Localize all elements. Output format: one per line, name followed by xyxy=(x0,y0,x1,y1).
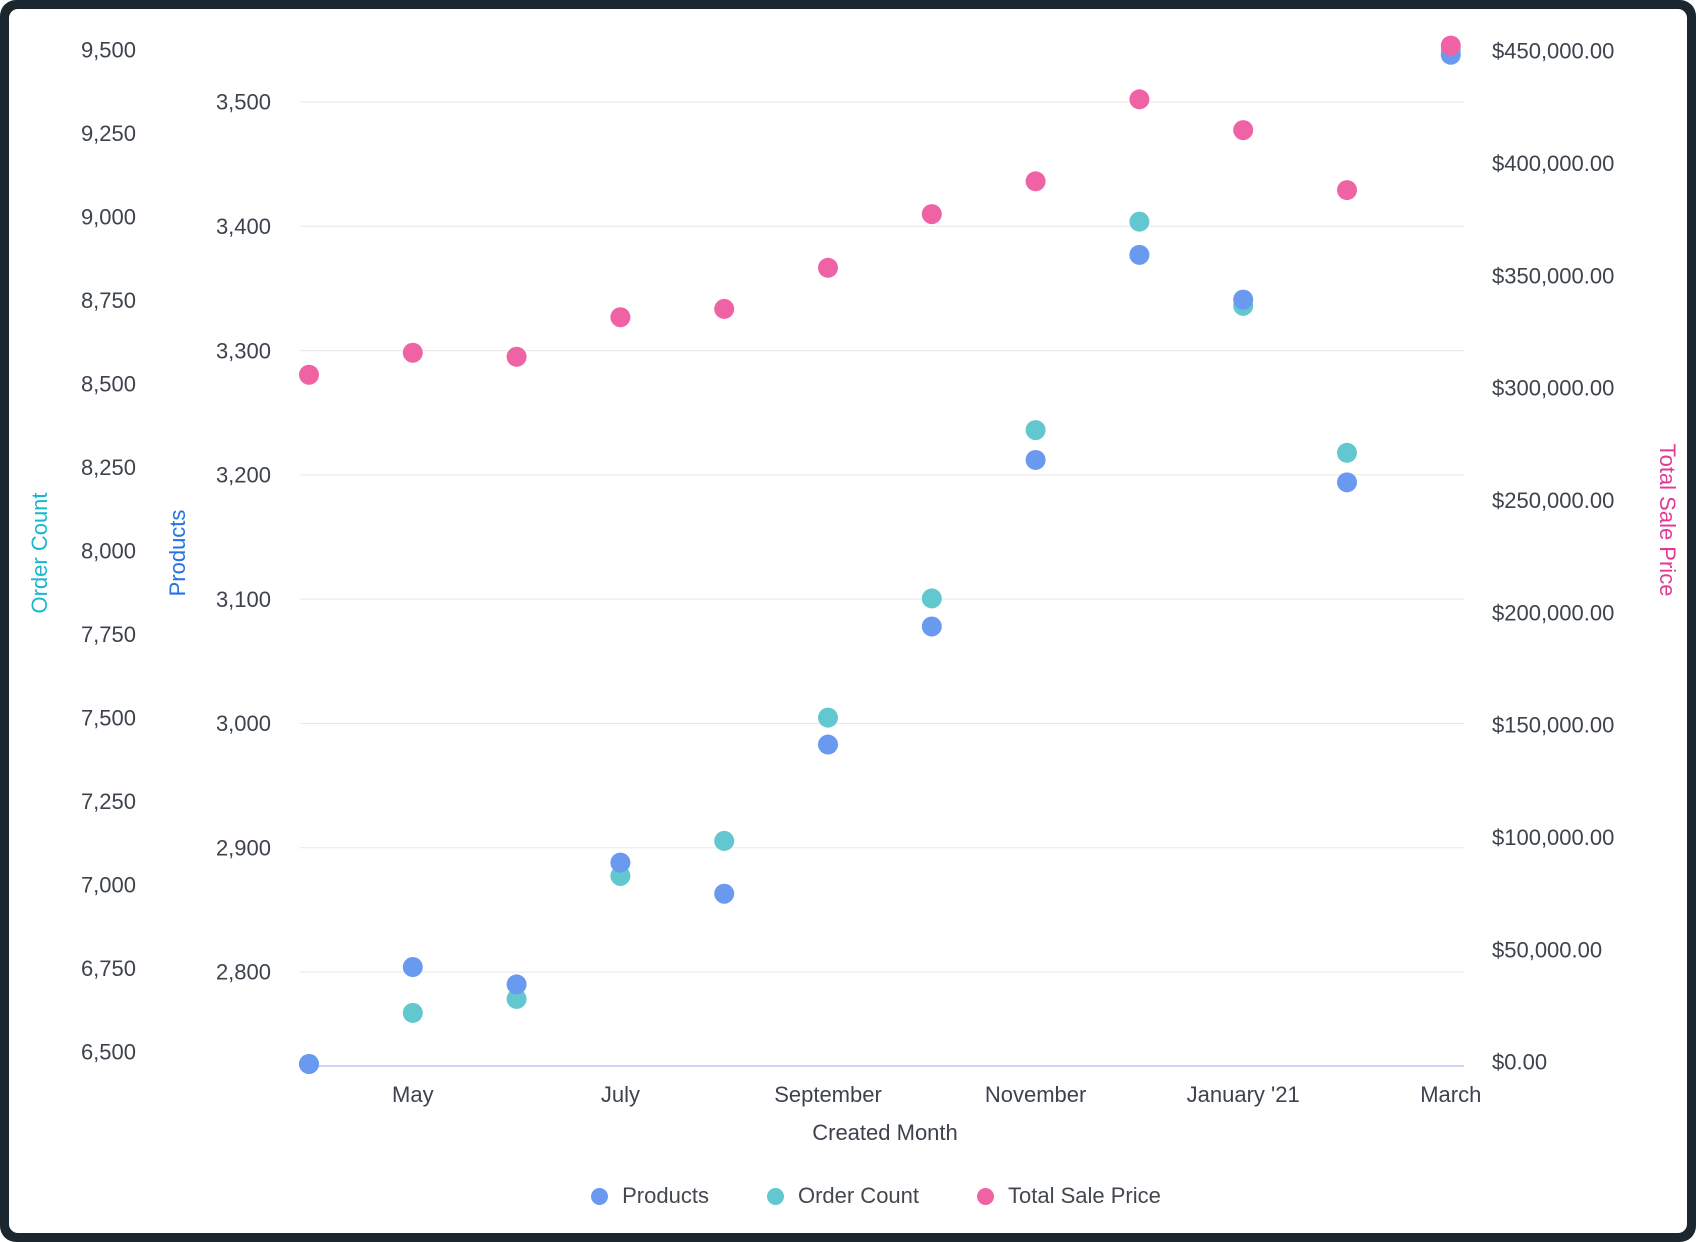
order_count-tick-label: 9,250 xyxy=(81,121,136,146)
data-point-products-february[interactable] xyxy=(1337,472,1357,493)
data-point-order-count-november[interactable] xyxy=(1025,420,1046,441)
data-point-total-sale-price-april[interactable] xyxy=(299,364,319,385)
data-point-total-sale-price-may[interactable] xyxy=(402,342,423,363)
x-tick-label: November xyxy=(985,1082,1086,1107)
total_sale_price-tick-label: $300,000.00 xyxy=(1492,376,1614,401)
data-point-products-september[interactable] xyxy=(818,734,838,755)
axis-labels-layer: 6,500 6,750 7,000 7,250 7,500 7,750 8,000 8,250… xyxy=(81,38,1614,1107)
products-tick-label: 2,800 xyxy=(216,960,271,985)
data-point-products-april[interactable] xyxy=(299,1053,319,1074)
total_sale_price-tick-label: $0.00 xyxy=(1492,1050,1547,1075)
order_count-tick-label: 7,500 xyxy=(81,706,136,731)
data-point-total-sale-price-july[interactable] xyxy=(610,307,631,328)
products-tick-label: 2,900 xyxy=(216,835,271,860)
data-point-order-count-october[interactable] xyxy=(921,588,942,609)
data-point-products-january-'21[interactable] xyxy=(1233,289,1254,310)
products-tick-label: 3,200 xyxy=(216,463,271,488)
chart-legend: Products Order Count Total Sale Price xyxy=(291,1183,1461,1209)
data-point-total-sale-price-january-'21[interactable] xyxy=(1233,120,1254,141)
total_sale_price-tick-label: $350,000.00 xyxy=(1492,263,1614,288)
legend-label: Order Count xyxy=(797,1183,920,1208)
data-point-products-october[interactable] xyxy=(921,616,942,637)
data-point-total-sale-price-october[interactable] xyxy=(921,204,942,225)
total_sale_price-tick-label: $50,000.00 xyxy=(1492,937,1602,962)
total_sale_price-tick-label: $250,000.00 xyxy=(1492,488,1614,513)
data-point-total-sale-price-december[interactable] xyxy=(1129,89,1150,110)
data-point-order-count-august[interactable] xyxy=(714,830,735,851)
legend-item-order-count[interactable]: Order Count xyxy=(766,1183,920,1209)
products-tick-label: 3,400 xyxy=(216,214,271,239)
legend-label: Products xyxy=(622,1183,709,1208)
order_count-tick-label: 7,750 xyxy=(81,622,136,647)
legend-item-products[interactable]: Products xyxy=(591,1183,709,1209)
data-point-products-august[interactable] xyxy=(714,883,735,904)
chart-canvas xyxy=(9,9,1687,1233)
x-tick-label: May xyxy=(392,1082,434,1107)
order_count-tick-label: 7,000 xyxy=(81,873,136,898)
data-point-total-sale-price-august[interactable] xyxy=(714,298,735,319)
order_count-tick-label: 7,250 xyxy=(81,789,136,814)
legend-label: Total Sale Price xyxy=(1008,1183,1161,1208)
products-tick-label: 3,500 xyxy=(216,90,271,115)
data-point-total-sale-price-february[interactable] xyxy=(1337,180,1357,201)
x-tick-label: March xyxy=(1420,1082,1481,1107)
data-point-order-count-february[interactable] xyxy=(1337,442,1357,463)
order-count-axis-title: Order Count xyxy=(27,492,52,613)
order_count-tick-label: 9,000 xyxy=(81,205,136,230)
total_sale_price-tick-label: $400,000.00 xyxy=(1492,151,1614,176)
x-tick-label: January '21 xyxy=(1187,1082,1300,1107)
products-tick-label: 3,100 xyxy=(216,587,271,612)
x-axis-title: Created Month xyxy=(812,1120,958,1145)
data-point-products-may[interactable] xyxy=(402,957,423,978)
data-point-products-november[interactable] xyxy=(1025,449,1046,470)
order_count-tick-label: 8,500 xyxy=(81,372,136,397)
products-axis-title: Products xyxy=(165,510,190,597)
data-point-total-sale-price-march[interactable] xyxy=(1440,35,1461,56)
data-point-order-count-september[interactable] xyxy=(818,707,838,728)
order_count-tick-label: 6,750 xyxy=(81,956,136,981)
data-point-total-sale-price-september[interactable] xyxy=(818,257,838,278)
products-legend-dot-icon xyxy=(591,1187,609,1205)
data-point-order-count-may[interactable] xyxy=(402,1002,423,1023)
total_sale_price-tick-label: $450,000.00 xyxy=(1492,39,1614,64)
total_sale_price-tick-label: $200,000.00 xyxy=(1492,600,1614,625)
total-sale-price-axis-title: Total Sale Price xyxy=(1655,444,1680,597)
order-count-legend-dot-icon xyxy=(766,1187,784,1205)
products-tick-label: 3,000 xyxy=(216,711,271,736)
x-tick-label: September xyxy=(774,1082,882,1107)
data-points-layer xyxy=(299,35,1461,1075)
data-point-total-sale-price-november[interactable] xyxy=(1025,171,1046,192)
total-sale-price-legend-dot-icon xyxy=(977,1187,995,1205)
data-point-products-december[interactable] xyxy=(1129,244,1150,265)
order_count-tick-label: 8,000 xyxy=(81,539,136,564)
total_sale_price-tick-label: $150,000.00 xyxy=(1492,713,1614,738)
legend-item-total-sale-price[interactable]: Total Sale Price xyxy=(977,1183,1161,1209)
order_count-tick-label: 8,750 xyxy=(81,288,136,313)
order_count-tick-label: 9,500 xyxy=(81,38,136,63)
products-tick-label: 3,300 xyxy=(216,338,271,363)
data-point-order-count-june[interactable] xyxy=(506,988,527,1009)
order_count-tick-label: 6,500 xyxy=(81,1040,136,1065)
data-point-total-sale-price-june[interactable] xyxy=(506,346,527,367)
data-point-products-june[interactable] xyxy=(506,974,527,995)
total_sale_price-tick-label: $100,000.00 xyxy=(1492,825,1614,850)
x-tick-label: July xyxy=(601,1082,640,1107)
data-point-order-count-december[interactable] xyxy=(1129,211,1150,232)
data-point-products-july[interactable] xyxy=(610,852,631,873)
gridlines-layer xyxy=(300,101,1464,1067)
order_count-tick-label: 8,250 xyxy=(81,455,136,480)
